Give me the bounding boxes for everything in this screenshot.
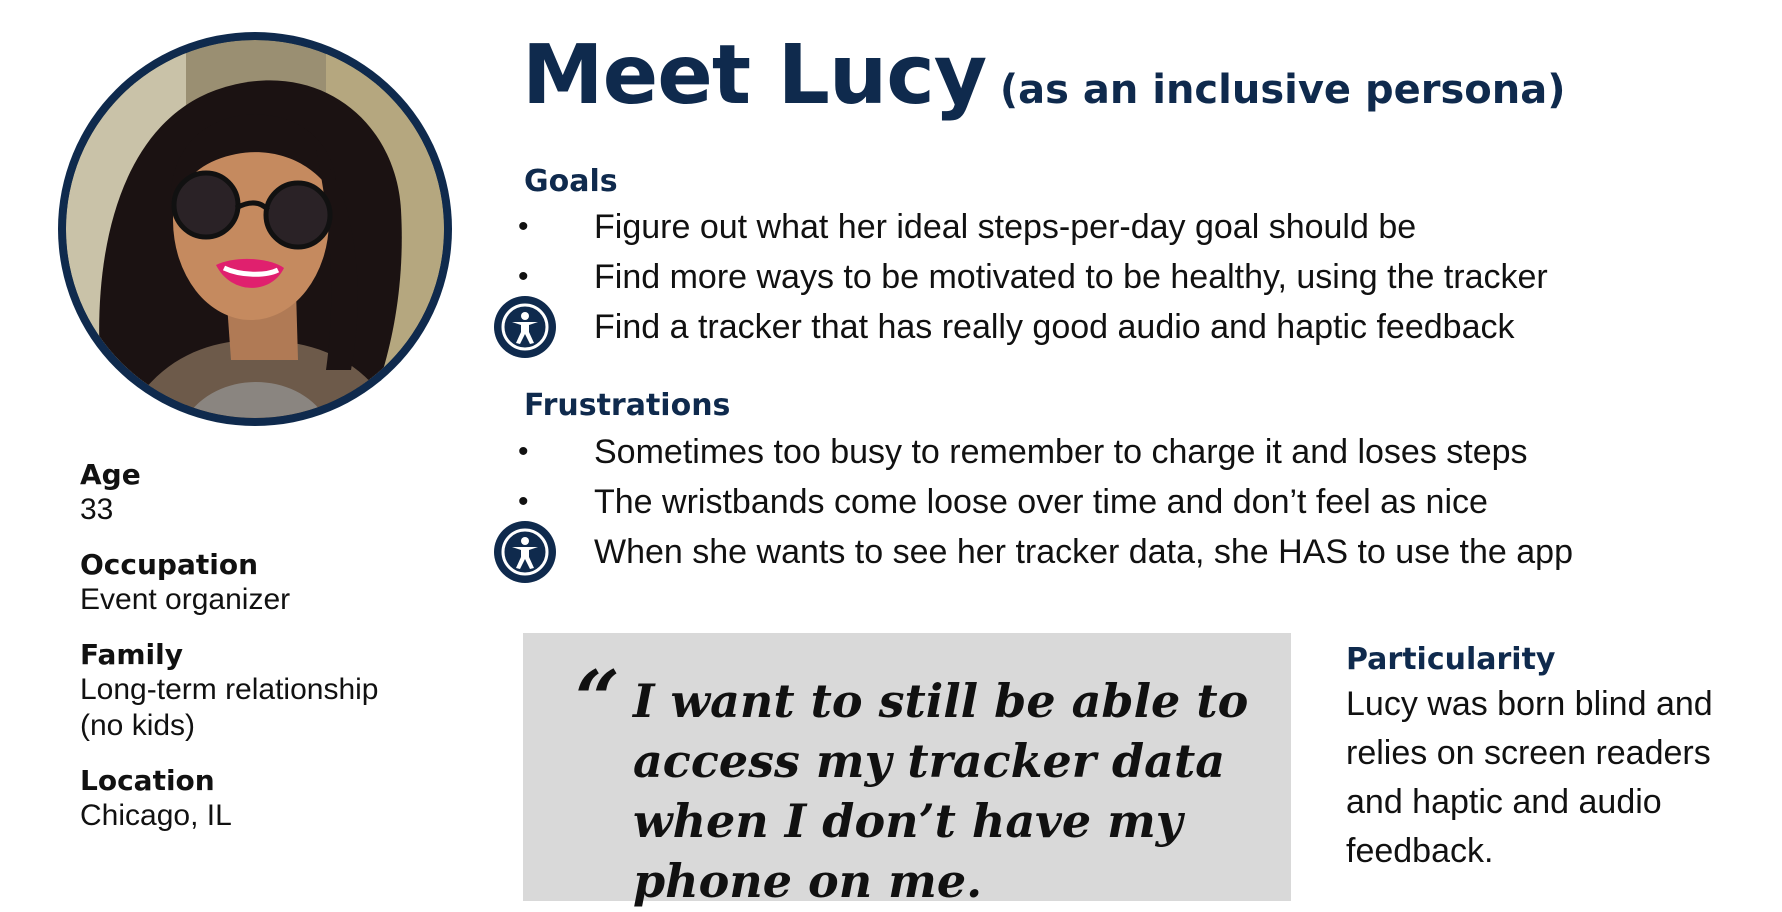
family-value: Long-term relationship (no kids)	[80, 672, 480, 744]
particularity-heading: Particularity	[1346, 642, 1556, 677]
goals-item-text: Find more ways to be motivated to be hea…	[594, 258, 1548, 296]
goals-item-text: Figure out what her ideal steps-per-day …	[594, 208, 1417, 246]
bullet-icon: •	[518, 485, 529, 518]
age-label: Age	[80, 458, 141, 491]
frustrations-item-text: Sometimes too busy to remember to charge…	[594, 433, 1528, 471]
page-title: Meet Lucy (as an inclusive persona)	[522, 28, 1566, 123]
frustrations-heading: Frustrations	[524, 388, 731, 423]
family-value-line: (no kids)	[80, 709, 196, 742]
quote-text: I want to still be able to access my tra…	[633, 674, 1249, 908]
occupation-value: Event organizer	[80, 583, 291, 616]
title-main: Meet Lucy	[522, 28, 987, 123]
accessibility-icon	[494, 521, 556, 583]
quote-box: “ I want to still be able to access my t…	[523, 633, 1291, 908]
location-value: Chicago, IL	[80, 799, 232, 832]
family-value-line: Long-term relationship	[80, 673, 379, 706]
goals-heading: Goals	[524, 164, 618, 199]
frustrations-item-text: The wristbands come loose over time and …	[594, 483, 1488, 521]
persona-photo-illustration	[66, 40, 444, 418]
particularity-text: Lucy was born blind and relies on screen…	[1346, 685, 1713, 870]
bullet-icon: •	[518, 260, 529, 293]
bullet-icon: •	[518, 210, 529, 243]
profile-details: Age 33 Occupation Event organizer Family…	[80, 458, 480, 854]
accessibility-icon	[494, 296, 556, 358]
bullet-icon: •	[518, 435, 529, 468]
title-subtitle: (as an inclusive persona)	[999, 67, 1566, 113]
frustrations-item-text: When she wants to see her tracker data, …	[594, 533, 1573, 571]
quote-mark-icon: “	[575, 654, 620, 745]
persona-photo	[58, 32, 452, 426]
family-label: Family	[80, 638, 184, 671]
location-label: Location	[80, 764, 215, 797]
goals-item-text: Find a tracker that has really good audi…	[594, 308, 1515, 346]
occupation-label: Occupation	[80, 548, 259, 581]
age-value: 33	[80, 493, 114, 526]
